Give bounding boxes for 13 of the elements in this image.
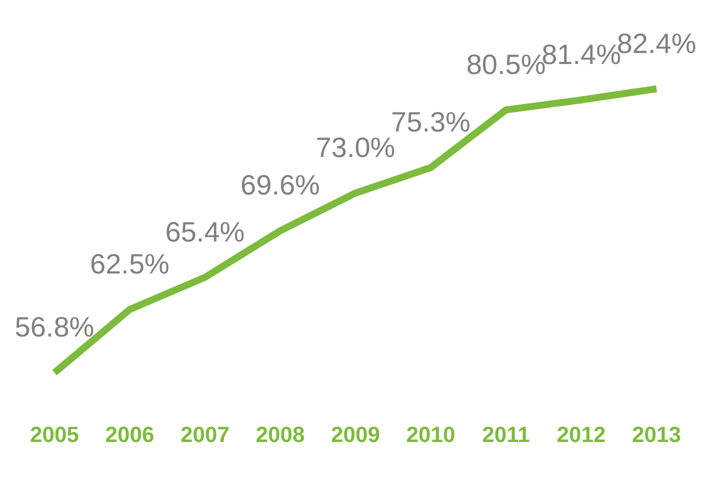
data-label: 62.5% [90,248,170,280]
x-tick-label: 2008 [256,422,305,447]
x-tick-label: 2005 [30,422,79,447]
x-tick-label: 2011 [482,422,530,447]
x-tick-label: 2007 [180,422,230,447]
x-tick-label: 2010 [406,422,456,447]
x-tick-label: 2009 [331,422,380,447]
x-tick-label: 2006 [105,422,154,447]
data-label: 65.4% [165,216,245,248]
x-tick-label: 2012 [556,422,606,447]
data-label: 69.6% [240,170,320,201]
data-label: 56.8% [14,312,94,343]
x-tick-label: 2013 [632,422,682,447]
